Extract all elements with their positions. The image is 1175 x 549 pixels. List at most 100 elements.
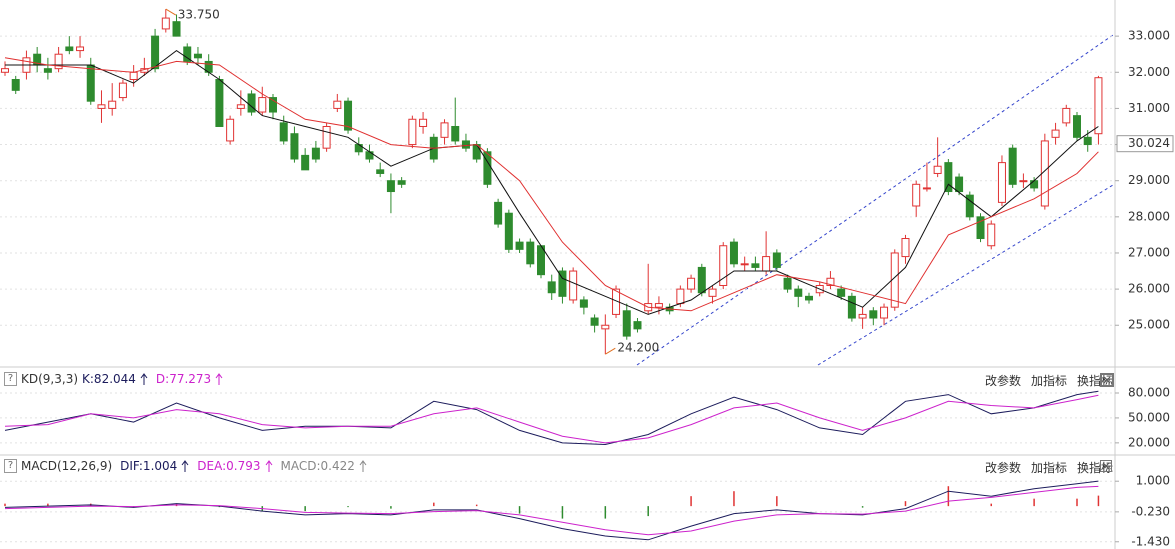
- candle-body: [880, 306, 889, 319]
- candle-body: [494, 201, 503, 225]
- legend-item: K:82.044: [82, 372, 136, 386]
- last-price-label: 30.024: [1128, 136, 1170, 150]
- candle-body: [944, 162, 953, 193]
- legend-item: MACD:0.422: [280, 459, 355, 473]
- candle-body: [654, 303, 663, 308]
- y-tick-label: -1.430: [1131, 534, 1170, 548]
- candle-body: [515, 241, 524, 250]
- candle-body: [183, 46, 192, 62]
- macd-header: ? MACD(12,26,9) DIF:1.004 DEA:0.793 MACD…: [0, 457, 1175, 475]
- up-arrow: [181, 460, 189, 472]
- candle-body: [1094, 77, 1103, 135]
- candle-body: [976, 216, 985, 240]
- toolbar-button[interactable]: 改参数: [984, 461, 1021, 475]
- candle-body: [1073, 115, 1081, 138]
- candle-body: [1019, 180, 1028, 183]
- line-series: [4, 57, 1099, 312]
- candle-body: [1030, 180, 1039, 189]
- candle-body: [901, 238, 910, 258]
- help-icon[interactable]: ?: [4, 459, 17, 473]
- candle-body: [633, 321, 642, 330]
- candle-body: [269, 97, 277, 113]
- candle-body: [558, 270, 567, 297]
- candle-body: [762, 256, 771, 272]
- candle-body: [419, 118, 428, 127]
- line-series: [4, 485, 1099, 536]
- candle-body: [258, 97, 267, 113]
- candle-body: [772, 252, 781, 268]
- candle-body: [408, 118, 417, 146]
- up-arrow: [265, 460, 272, 472]
- annotation-arrow: [605, 347, 616, 355]
- candle-body: [847, 295, 856, 319]
- up-arrow: [140, 373, 148, 385]
- close-button[interactable]: [1100, 460, 1112, 472]
- help-icon[interactable]: ?: [4, 372, 17, 386]
- candle-body: [687, 277, 696, 290]
- up-arrow: [215, 373, 223, 385]
- candle-body: [483, 151, 492, 185]
- y-tick-label: 27.000: [1128, 245, 1170, 259]
- candle-body: [526, 241, 535, 265]
- candle-body: [461, 140, 470, 149]
- up-arrow: [359, 460, 367, 472]
- toolbar-button[interactable]: 加指标: [1030, 461, 1067, 475]
- kd-header: ? KD(9,3,3) K:82.044 D:77.273 改参数 加指标 换指…: [0, 370, 1175, 388]
- candle-body: [569, 270, 578, 301]
- candle-body: [451, 125, 460, 142]
- candle-body: [226, 118, 235, 142]
- annotation-label: 33.750: [178, 8, 220, 22]
- candle-body: [869, 310, 878, 319]
- candle-body: [1051, 129, 1060, 138]
- candle-body: [86, 64, 95, 102]
- y-tick-label: 25.000: [1128, 318, 1170, 332]
- candle-body: [837, 288, 846, 297]
- candle-body: [547, 281, 556, 294]
- candle-body: [794, 288, 803, 297]
- candle-body: [622, 310, 631, 337]
- candle-body: [740, 263, 749, 266]
- toolbar-button[interactable]: 加指标: [1030, 374, 1067, 388]
- y-tick-label: -0.230: [1131, 504, 1170, 518]
- candle-body: [955, 176, 964, 193]
- candle-body: [311, 147, 320, 160]
- candle-body: [397, 180, 406, 185]
- candle-body: [215, 79, 224, 127]
- y-tick-label: 29.000: [1128, 173, 1170, 187]
- candle-body: [440, 122, 449, 138]
- candle-body: [290, 133, 299, 160]
- candle-body: [1, 68, 9, 73]
- last-price-box: [1116, 135, 1174, 153]
- toolbar-button[interactable]: 改参数: [984, 374, 1021, 388]
- candle-body: [11, 79, 20, 91]
- candle-body: [912, 183, 921, 207]
- legend-item: DEA:0.793: [197, 459, 261, 473]
- candle-body: [965, 194, 974, 218]
- candle-body: [172, 21, 181, 37]
- trend-channel: [817, 184, 1114, 366]
- legend-item: D:77.273: [155, 372, 212, 386]
- candle-body: [65, 46, 74, 52]
- candle-body: [1062, 107, 1071, 124]
- y-tick-label: 20.000: [1128, 435, 1170, 449]
- candle-body: [1008, 147, 1017, 185]
- y-tick-label: 31.000: [1128, 101, 1170, 115]
- candle-body: [322, 125, 331, 149]
- indicator-title: KD(9,3,3): [21, 372, 79, 386]
- candle-body: [933, 165, 942, 174]
- y-tick-label: 80.000: [1128, 385, 1170, 399]
- close-button[interactable]: [1100, 373, 1114, 387]
- y-tick-label: 50.000: [1128, 410, 1170, 424]
- candle-body: [751, 263, 760, 268]
- candle-body: [826, 277, 835, 286]
- candle-body: [858, 313, 867, 319]
- candle-body: [301, 154, 310, 171]
- candle-body: [987, 223, 996, 247]
- candle-body: [922, 187, 931, 190]
- y-tick-label: 33.000: [1128, 29, 1170, 43]
- y-tick-label: 1.000: [1136, 474, 1170, 488]
- line-series: [4, 394, 1099, 444]
- candle-body: [43, 68, 52, 73]
- line-series: [5, 49, 1099, 315]
